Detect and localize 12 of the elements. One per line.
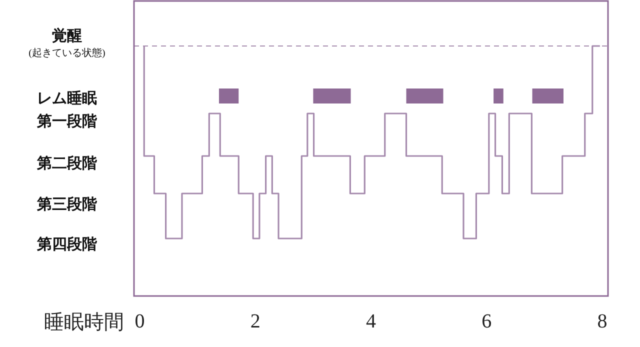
x-tick-label: 8 bbox=[597, 310, 608, 332]
text: 第一段階 bbox=[36, 112, 98, 130]
text: 覚醒 (起きている状態) bbox=[28, 26, 106, 60]
text: 第三段階 bbox=[36, 196, 98, 213]
x-tick-label: 4 bbox=[366, 310, 376, 332]
text: レム睡眠 bbox=[37, 90, 97, 107]
text: 第二段階 bbox=[36, 154, 98, 172]
x-tick-label: 0 bbox=[134, 310, 145, 332]
text: 第四段階 bbox=[36, 236, 98, 253]
x-axis-title: 睡眠時間 bbox=[44, 311, 124, 334]
x-tick-label: 6 bbox=[482, 310, 492, 332]
x-tick-label: 2 bbox=[250, 310, 260, 332]
